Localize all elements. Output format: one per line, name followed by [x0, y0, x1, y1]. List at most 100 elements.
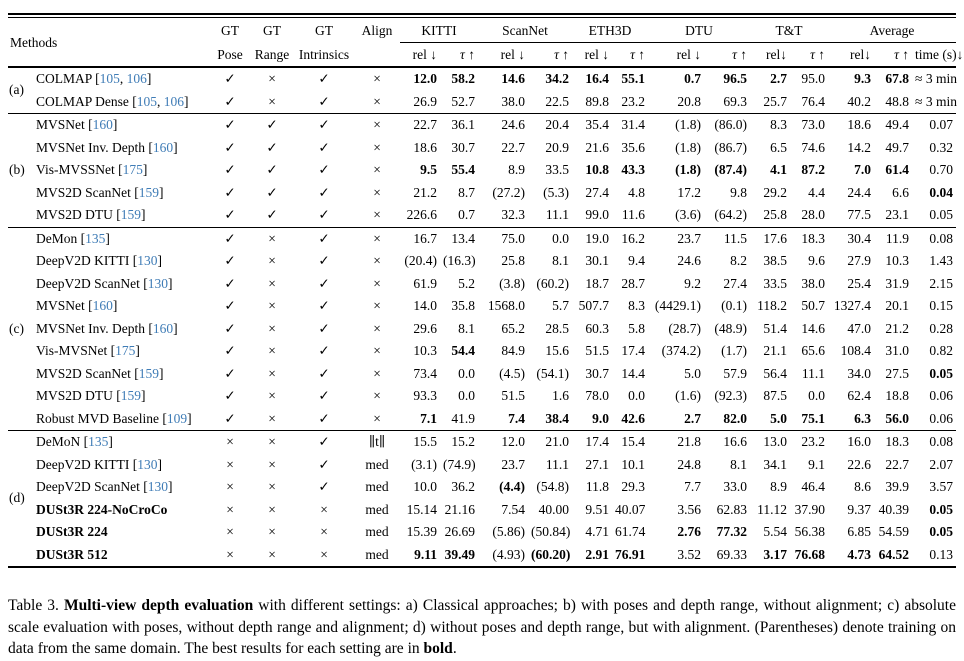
- method-name: MVSNet Inv. Depth: [36, 320, 145, 336]
- gt-setting-cell: ✓: [318, 298, 330, 313]
- value-cell: (3.8): [499, 275, 526, 291]
- gt-setting-cell: ×: [268, 93, 276, 109]
- gt-setting-cell: ✓: [318, 343, 330, 358]
- value-cell: 30.4: [847, 230, 872, 246]
- table-row: MVS2D DTU [159] ✓ × ✓ × 93.3 0.0 51.5 1.6 78.0 0.0…: [8, 385, 956, 408]
- value-cell: 99.0: [585, 207, 610, 222]
- citation-link[interactable]: 106: [126, 71, 147, 86]
- value-cell: 10.3: [885, 253, 910, 268]
- value-cell: 15.39: [406, 524, 437, 539]
- gt-setting-cell: ✓: [266, 139, 278, 155]
- value-cell: 51.5: [501, 388, 526, 403]
- table-row: DeepV2D KITTI [130] × × ✓ med (3.1) (74.9) 23.7…: [8, 454, 956, 477]
- method-name: DUSt3R 224: [36, 524, 108, 539]
- value-cell: 18.8: [885, 388, 910, 403]
- value-cell: 50.7: [801, 298, 826, 313]
- citation-link[interactable]: 160: [152, 320, 174, 336]
- gt-setting-cell: ✓: [318, 410, 330, 426]
- citation-link[interactable]: 130: [137, 456, 158, 472]
- citation-link[interactable]: 105: [99, 71, 120, 86]
- table-body: (a) COLMAP [105, 106] ✓ × ✓ × 12.0 58.2 14.6 34.2…: [8, 67, 957, 567]
- column-header-methods: Methods: [10, 35, 58, 50]
- citation-link[interactable]: 159: [120, 388, 142, 403]
- citation-link[interactable]: 160: [92, 298, 113, 313]
- gt-setting-cell: ✓: [224, 298, 236, 313]
- value-cell: 77.32: [716, 524, 748, 539]
- citation-link[interactable]: 160: [92, 117, 113, 132]
- value-cell: 23.2: [621, 93, 646, 109]
- value-cell: 12.0: [501, 434, 526, 449]
- gt-setting-cell: ×: [226, 434, 234, 449]
- citation-link[interactable]: 175: [122, 162, 143, 177]
- subheader-tnt-rel: rel↓: [766, 47, 788, 62]
- citation-link[interactable]: 130: [147, 479, 168, 494]
- value-cell: (4.5): [499, 365, 526, 381]
- citation-link[interactable]: 105: [136, 93, 157, 109]
- value-cell: (3.1): [411, 456, 437, 472]
- value-cell: 7.1: [420, 410, 437, 426]
- value-cell: 24.6: [501, 117, 526, 132]
- value-cell: 65.2: [501, 320, 526, 336]
- citation-link[interactable]: 130: [147, 275, 168, 291]
- method-cell: DeepV2D KITTI [130]: [36, 456, 162, 472]
- table-row: DeepV2D ScanNet [130] × × ✓ med 10.0 36.2 (4.4)…: [8, 476, 956, 499]
- citation-link[interactable]: 159: [138, 184, 159, 200]
- citation-link[interactable]: 159: [138, 365, 159, 381]
- value-cell: 1.43: [929, 253, 954, 268]
- value-cell: 8.7: [458, 184, 476, 200]
- value-cell: 31.9: [885, 275, 910, 291]
- caption-text: .: [452, 640, 457, 657]
- citation-link[interactable]: 106: [163, 93, 184, 109]
- gt-setting-cell: ✓: [318, 388, 330, 403]
- gt-setting-cell: ✓: [318, 71, 330, 86]
- value-cell: 28.0: [801, 207, 826, 222]
- value-cell: 2.7: [770, 71, 788, 86]
- citation-link[interactable]: 175: [115, 343, 136, 358]
- align-cell: ×: [373, 71, 381, 86]
- value-cell: 7.4: [508, 410, 526, 426]
- citation-link[interactable]: 135: [88, 434, 109, 449]
- value-cell: 69.33: [716, 546, 748, 562]
- value-cell: 62.83: [716, 501, 748, 517]
- value-cell: 0.82: [929, 343, 954, 358]
- citation-link[interactable]: 135: [85, 230, 106, 246]
- value-cell: (20.4): [404, 253, 437, 268]
- value-cell: 22.7: [413, 117, 437, 132]
- gt-setting-cell: ✓: [318, 365, 330, 381]
- table-row: Vis-MVSSNet [175] ✓ ✓ ✓ × 9.5 55.4 8.9 33.5 10.8 4…: [8, 159, 956, 182]
- value-cell: 76.68: [794, 546, 826, 562]
- value-cell: 8.1: [552, 253, 570, 268]
- citation-link[interactable]: 109: [166, 410, 188, 426]
- method-name: COLMAP: [36, 71, 92, 86]
- gt-setting-cell: ×: [268, 298, 276, 313]
- gt-setting-cell: ×: [226, 479, 234, 494]
- value-cell: (27.2): [492, 184, 526, 200]
- method-cell: DeepV2D ScanNet [130]: [36, 275, 173, 291]
- method-name: MVS2D ScanNet: [36, 184, 131, 200]
- method-name: MVS2D DTU: [36, 388, 113, 403]
- citation-link[interactable]: 159: [120, 207, 142, 222]
- value-cell: (92.3): [714, 388, 748, 403]
- value-cell: 54.4: [451, 343, 476, 358]
- value-cell: 35.6: [621, 139, 646, 155]
- value-cell: 18.6: [847, 117, 872, 132]
- method-name: DeepV2D ScanNet: [36, 275, 140, 291]
- subheader-avg-tau: τ ↑: [894, 47, 910, 62]
- value-cell: 21.16: [444, 501, 476, 517]
- value-cell: 49.4: [885, 117, 910, 132]
- value-cell: 28.7: [621, 275, 646, 291]
- value-cell: 73.4: [413, 365, 437, 381]
- value-cell: 27.9: [847, 253, 872, 268]
- gt-setting-cell: ×: [226, 501, 234, 517]
- value-cell: (60.2): [536, 275, 570, 291]
- citation-link[interactable]: 130: [137, 253, 158, 268]
- value-cell: 42.6: [621, 410, 646, 426]
- value-cell: 61.74: [615, 524, 646, 539]
- citation-link[interactable]: 160: [152, 139, 174, 155]
- gt-setting-cell: ×: [226, 546, 234, 562]
- align-cell: ×: [373, 410, 381, 426]
- method-cell: MVS2D ScanNet [159]: [36, 184, 164, 200]
- column-header-eth3d: ETH3D: [572, 19, 649, 43]
- value-cell: 0.0: [628, 388, 646, 403]
- value-cell: 0.08: [929, 434, 954, 449]
